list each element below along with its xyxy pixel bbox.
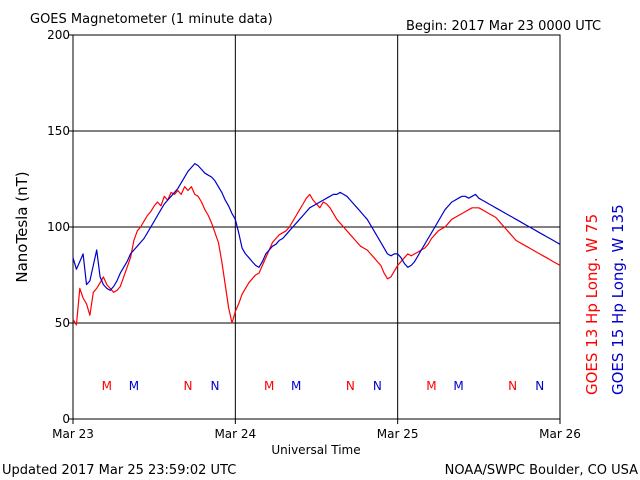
marker-n: N [211, 379, 220, 393]
x-tick-label: Mar 23 [52, 427, 94, 441]
x-axis-label: Universal Time [271, 443, 360, 457]
legend-goes15: GOES 15 Hp Long. W 135 [609, 204, 627, 395]
series-lines [72, 163, 561, 326]
series-line-goes15 [72, 163, 561, 291]
marker-n: N [346, 379, 355, 393]
marker-n: N [183, 379, 192, 393]
marker-n: N [535, 379, 544, 393]
marker-n: N [508, 379, 517, 393]
updated-timestamp: Updated 2017 Mar 25 23:59:02 UTC [2, 463, 236, 478]
marker-m: M [291, 379, 301, 393]
marker-m: M [426, 379, 436, 393]
x-axis-ticks: Mar 23 Mar 24 Mar 25 Mar 26 [52, 419, 581, 441]
y-tick-label: 100 [47, 220, 70, 234]
y-tick-label: 0 [62, 412, 70, 426]
marker-n: N [373, 379, 382, 393]
chart-title: GOES Magnetometer (1 minute data) [30, 12, 273, 27]
x-tick-label: Mar 26 [539, 427, 581, 441]
grid-lines [73, 35, 560, 419]
y-tick-label: 200 [47, 28, 70, 42]
source-credit: NOAA/SWPC Boulder, CO USA [445, 463, 638, 478]
phase-markers: M N M N M NM N M N M N [102, 379, 545, 393]
marker-m: M [264, 379, 274, 393]
marker-m: M [102, 379, 112, 393]
marker-m: M [129, 379, 139, 393]
marker-m: M [453, 379, 463, 393]
begin-label: Begin: 2017 Mar 23 0000 UTC [406, 19, 601, 34]
y-axis-ticks: 0 50 100 150 200 [47, 28, 73, 426]
y-tick-label: 150 [47, 124, 70, 138]
x-tick-label: Mar 25 [377, 427, 419, 441]
series-line-goes13 [72, 186, 561, 326]
y-tick-label: 50 [55, 316, 70, 330]
legend-goes13: GOES 13 Hp Long. W 75 [583, 214, 601, 395]
x-tick-label: Mar 24 [214, 427, 256, 441]
y-axis-label: NanoTesla (nT) [13, 171, 31, 282]
